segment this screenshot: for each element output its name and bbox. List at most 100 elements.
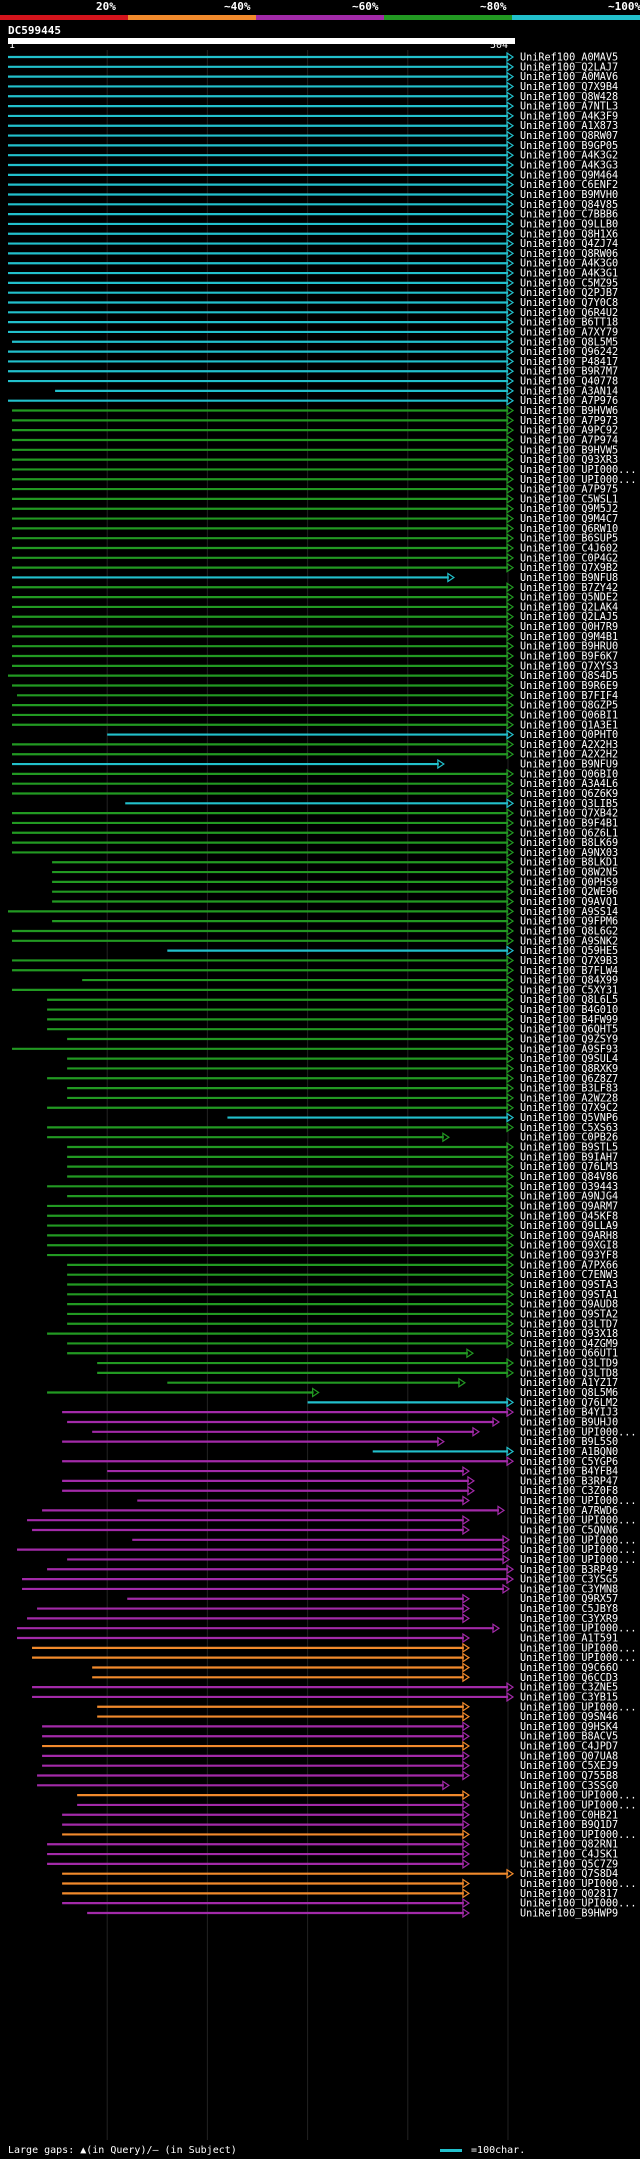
hit-label[interactable]: UniRef100_A1T591 (520, 1634, 618, 1645)
hit-label[interactable]: UniRef100_Q8L6L5 (520, 995, 618, 1006)
hit-label[interactable]: UniRef100_Q6Z8Z7 (520, 1074, 618, 1085)
hit-label[interactable]: UniRef100_Q82RN1 (520, 1840, 618, 1851)
hit-label[interactable]: UniRef100_Q755B8 (520, 1771, 618, 1782)
hit-label[interactable]: UniRef100_Q8W2N5 (520, 868, 618, 879)
hit-label[interactable]: UniRef100_Q8S4D5 (520, 671, 618, 682)
hit-label[interactable]: UniRef100_UPI000... (520, 1800, 637, 1811)
hit-label[interactable]: UniRef100_Q9ZSY9 (520, 1035, 618, 1046)
hit-label[interactable]: UniRef100_UPI000... (520, 1899, 637, 1910)
hit-label[interactable]: UniRef100_B9STL5 (520, 1143, 618, 1154)
hit-label[interactable]: UniRef100_Q2LAJ5 (520, 612, 618, 623)
hit-label[interactable]: UniRef100_UPI000... (520, 1653, 637, 1664)
hit-label[interactable]: UniRef100_Q9XGI8 (520, 1241, 618, 1252)
hit-label[interactable]: UniRef100_Q8L5M5 (520, 337, 618, 348)
hit-label[interactable]: UniRef100_Q93YF8 (520, 1251, 618, 1262)
hit-label[interactable]: UniRef100_Q8GZP5 (520, 701, 618, 712)
hit-label[interactable]: UniRef100_Q5C7Z9 (520, 1859, 618, 1870)
hit-label[interactable]: UniRef100_Q66UT1 (520, 1349, 618, 1360)
hit-label[interactable]: UniRef100_B9HVW5 (520, 445, 618, 456)
hit-label[interactable]: UniRef100_UPI000... (520, 1545, 637, 1556)
hit-label[interactable]: UniRef100_A2X2H2 (520, 750, 618, 761)
hit-label[interactable]: UniRef100_A2X2H3 (520, 740, 618, 751)
hit-label[interactable]: UniRef100_B7FIF4 (520, 691, 618, 702)
hit-label[interactable]: UniRef100_B9NFU9 (520, 760, 618, 771)
hit-label[interactable]: UniRef100_B9R7M7 (520, 367, 618, 378)
hit-label[interactable]: UniRef100_Q6Z6L1 (520, 828, 618, 839)
hit-label[interactable]: UniRef100_Q76LM3 (520, 1162, 618, 1173)
hit-label[interactable]: UniRef100_B9HVW6 (520, 406, 618, 417)
hit-label[interactable]: UniRef100_C5QNN6 (520, 1526, 618, 1537)
hit-label[interactable]: UniRef100_C3YSG5 (520, 1575, 618, 1586)
hit-label[interactable]: UniRef100_Q84V86 (520, 1172, 618, 1183)
hit-label[interactable]: UniRef100_A4K3G2 (520, 151, 618, 162)
hit-label[interactable]: UniRef100_C5JBY8 (520, 1604, 618, 1615)
hit-label[interactable]: UniRef100_Q9M4C7 (520, 514, 618, 525)
hit-label[interactable]: UniRef100_Q2LAK4 (520, 602, 618, 613)
hit-label[interactable]: UniRef100_UPI000... (520, 1624, 637, 1635)
hit-label[interactable]: UniRef100_Q84V85 (520, 200, 618, 211)
hit-label[interactable]: UniRef100_UPI000... (520, 1791, 637, 1802)
hit-label[interactable]: UniRef100_C3YXR9 (520, 1614, 618, 1625)
hit-label[interactable]: UniRef100_C7BBB6 (520, 210, 618, 221)
hit-label[interactable]: UniRef100_Q8L6G2 (520, 926, 618, 937)
hit-label[interactable]: UniRef100_B9UHJ0 (520, 1417, 618, 1428)
hit-label[interactable]: UniRef100_B8LK69 (520, 838, 618, 849)
hit-label[interactable]: UniRef100_C3ZNE5 (520, 1683, 618, 1694)
hit-label[interactable]: UniRef100_B9L5S0 (520, 1437, 618, 1448)
hit-label[interactable]: UniRef100_A0MAV6 (520, 72, 618, 83)
hit-label[interactable]: UniRef100_Q7X9B4 (520, 82, 618, 93)
hit-label[interactable]: UniRef100_Q0PHT0 (520, 730, 618, 741)
hit-label[interactable]: UniRef100_A4K3F9 (520, 111, 618, 122)
hit-label[interactable]: UniRef100_Q02817 (520, 1889, 618, 1900)
hit-label[interactable]: UniRef100_Q84X99 (520, 976, 618, 987)
hit-label[interactable]: UniRef100_A1X873 (520, 121, 618, 132)
hit-label[interactable]: UniRef100_A7RWD6 (520, 1506, 618, 1517)
hit-label[interactable]: UniRef100_B9NFU8 (520, 573, 618, 584)
hit-label[interactable]: UniRef100_B9F4B1 (520, 818, 618, 829)
hit-label[interactable]: UniRef100_Q7X9B2 (520, 563, 618, 574)
hit-label[interactable]: UniRef100_C5XEJ9 (520, 1761, 618, 1772)
hit-label[interactable]: UniRef100_Q9HSK4 (520, 1722, 618, 1733)
hit-label[interactable]: UniRef100_C7ENW3 (520, 1270, 618, 1281)
hit-label[interactable]: UniRef100_B9GP05 (520, 141, 618, 152)
hit-label[interactable]: UniRef100_Q0H7R9 (520, 622, 618, 633)
hit-label[interactable]: UniRef100_UPI000... (520, 1879, 637, 1890)
hit-label[interactable]: UniRef100_Q8RW06 (520, 249, 618, 260)
hit-label[interactable]: UniRef100_A9SF93 (520, 1044, 618, 1055)
hit-label[interactable]: UniRef100_UPI000... (520, 1830, 637, 1841)
hit-label[interactable]: UniRef100_Q7Y0C8 (520, 298, 618, 309)
hit-label[interactable]: UniRef100_B9MVH0 (520, 190, 618, 201)
hit-label[interactable]: UniRef100_B4FW99 (520, 1015, 618, 1026)
hit-label[interactable]: UniRef100_B9IAH7 (520, 1152, 618, 1163)
hit-label[interactable]: UniRef100_B9F6K7 (520, 652, 618, 663)
hit-label[interactable]: UniRef100_Q6QHT5 (520, 1025, 618, 1036)
hit-label[interactable]: UniRef100_Q76LM2 (520, 1398, 618, 1409)
hit-label[interactable]: UniRef100_Q9FPM6 (520, 917, 618, 928)
hit-label[interactable]: UniRef100_B3RP49 (520, 1565, 618, 1576)
hit-label[interactable]: UniRef100_Q06BI1 (520, 710, 618, 721)
hit-label[interactable]: UniRef100_Q07UA8 (520, 1751, 618, 1762)
hit-label[interactable]: UniRef100_UPI000... (520, 465, 637, 476)
hit-label[interactable]: UniRef100_Q96242 (520, 347, 618, 358)
hit-label[interactable]: UniRef100_B7ZY42 (520, 583, 618, 594)
hit-label[interactable]: UniRef100_C0P4G2 (520, 553, 618, 564)
hit-label[interactable]: UniRef100_B3RP47 (520, 1476, 618, 1487)
hit-label[interactable]: UniRef100_Q7X9B3 (520, 956, 618, 967)
hit-label[interactable]: UniRef100_Q5VNP6 (520, 1113, 618, 1124)
hit-label[interactable]: UniRef100_A9SS14 (520, 907, 618, 918)
hit-label[interactable]: UniRef100_Q9AUD8 (520, 1300, 618, 1311)
hit-label[interactable]: UniRef100_UPI000... (520, 1496, 637, 1507)
hit-label[interactable]: UniRef100_Q8W428 (520, 92, 618, 103)
hit-label[interactable]: UniRef100_B4YFB4 (520, 1467, 618, 1478)
hit-label[interactable]: UniRef100_Q2PJB7 (520, 288, 618, 299)
hit-label[interactable]: UniRef100_B4G010 (520, 1005, 618, 1016)
hit-label[interactable]: UniRef100_Q45KF8 (520, 1211, 618, 1222)
hit-label[interactable]: UniRef100_A9NX03 (520, 848, 618, 859)
hit-label[interactable]: UniRef100_Q9ARH8 (520, 1231, 618, 1242)
hit-label[interactable]: UniRef100_UPI000... (520, 1702, 637, 1713)
hit-label[interactable]: UniRef100_UPI000... (520, 1555, 637, 1566)
hit-label[interactable]: UniRef100_Q1A3E1 (520, 720, 618, 731)
hit-label[interactable]: UniRef100_A1BQN0 (520, 1447, 618, 1458)
hit-label[interactable]: UniRef100_B9HRU0 (520, 642, 618, 653)
hit-label[interactable]: UniRef100_Q8H1X6 (520, 229, 618, 240)
